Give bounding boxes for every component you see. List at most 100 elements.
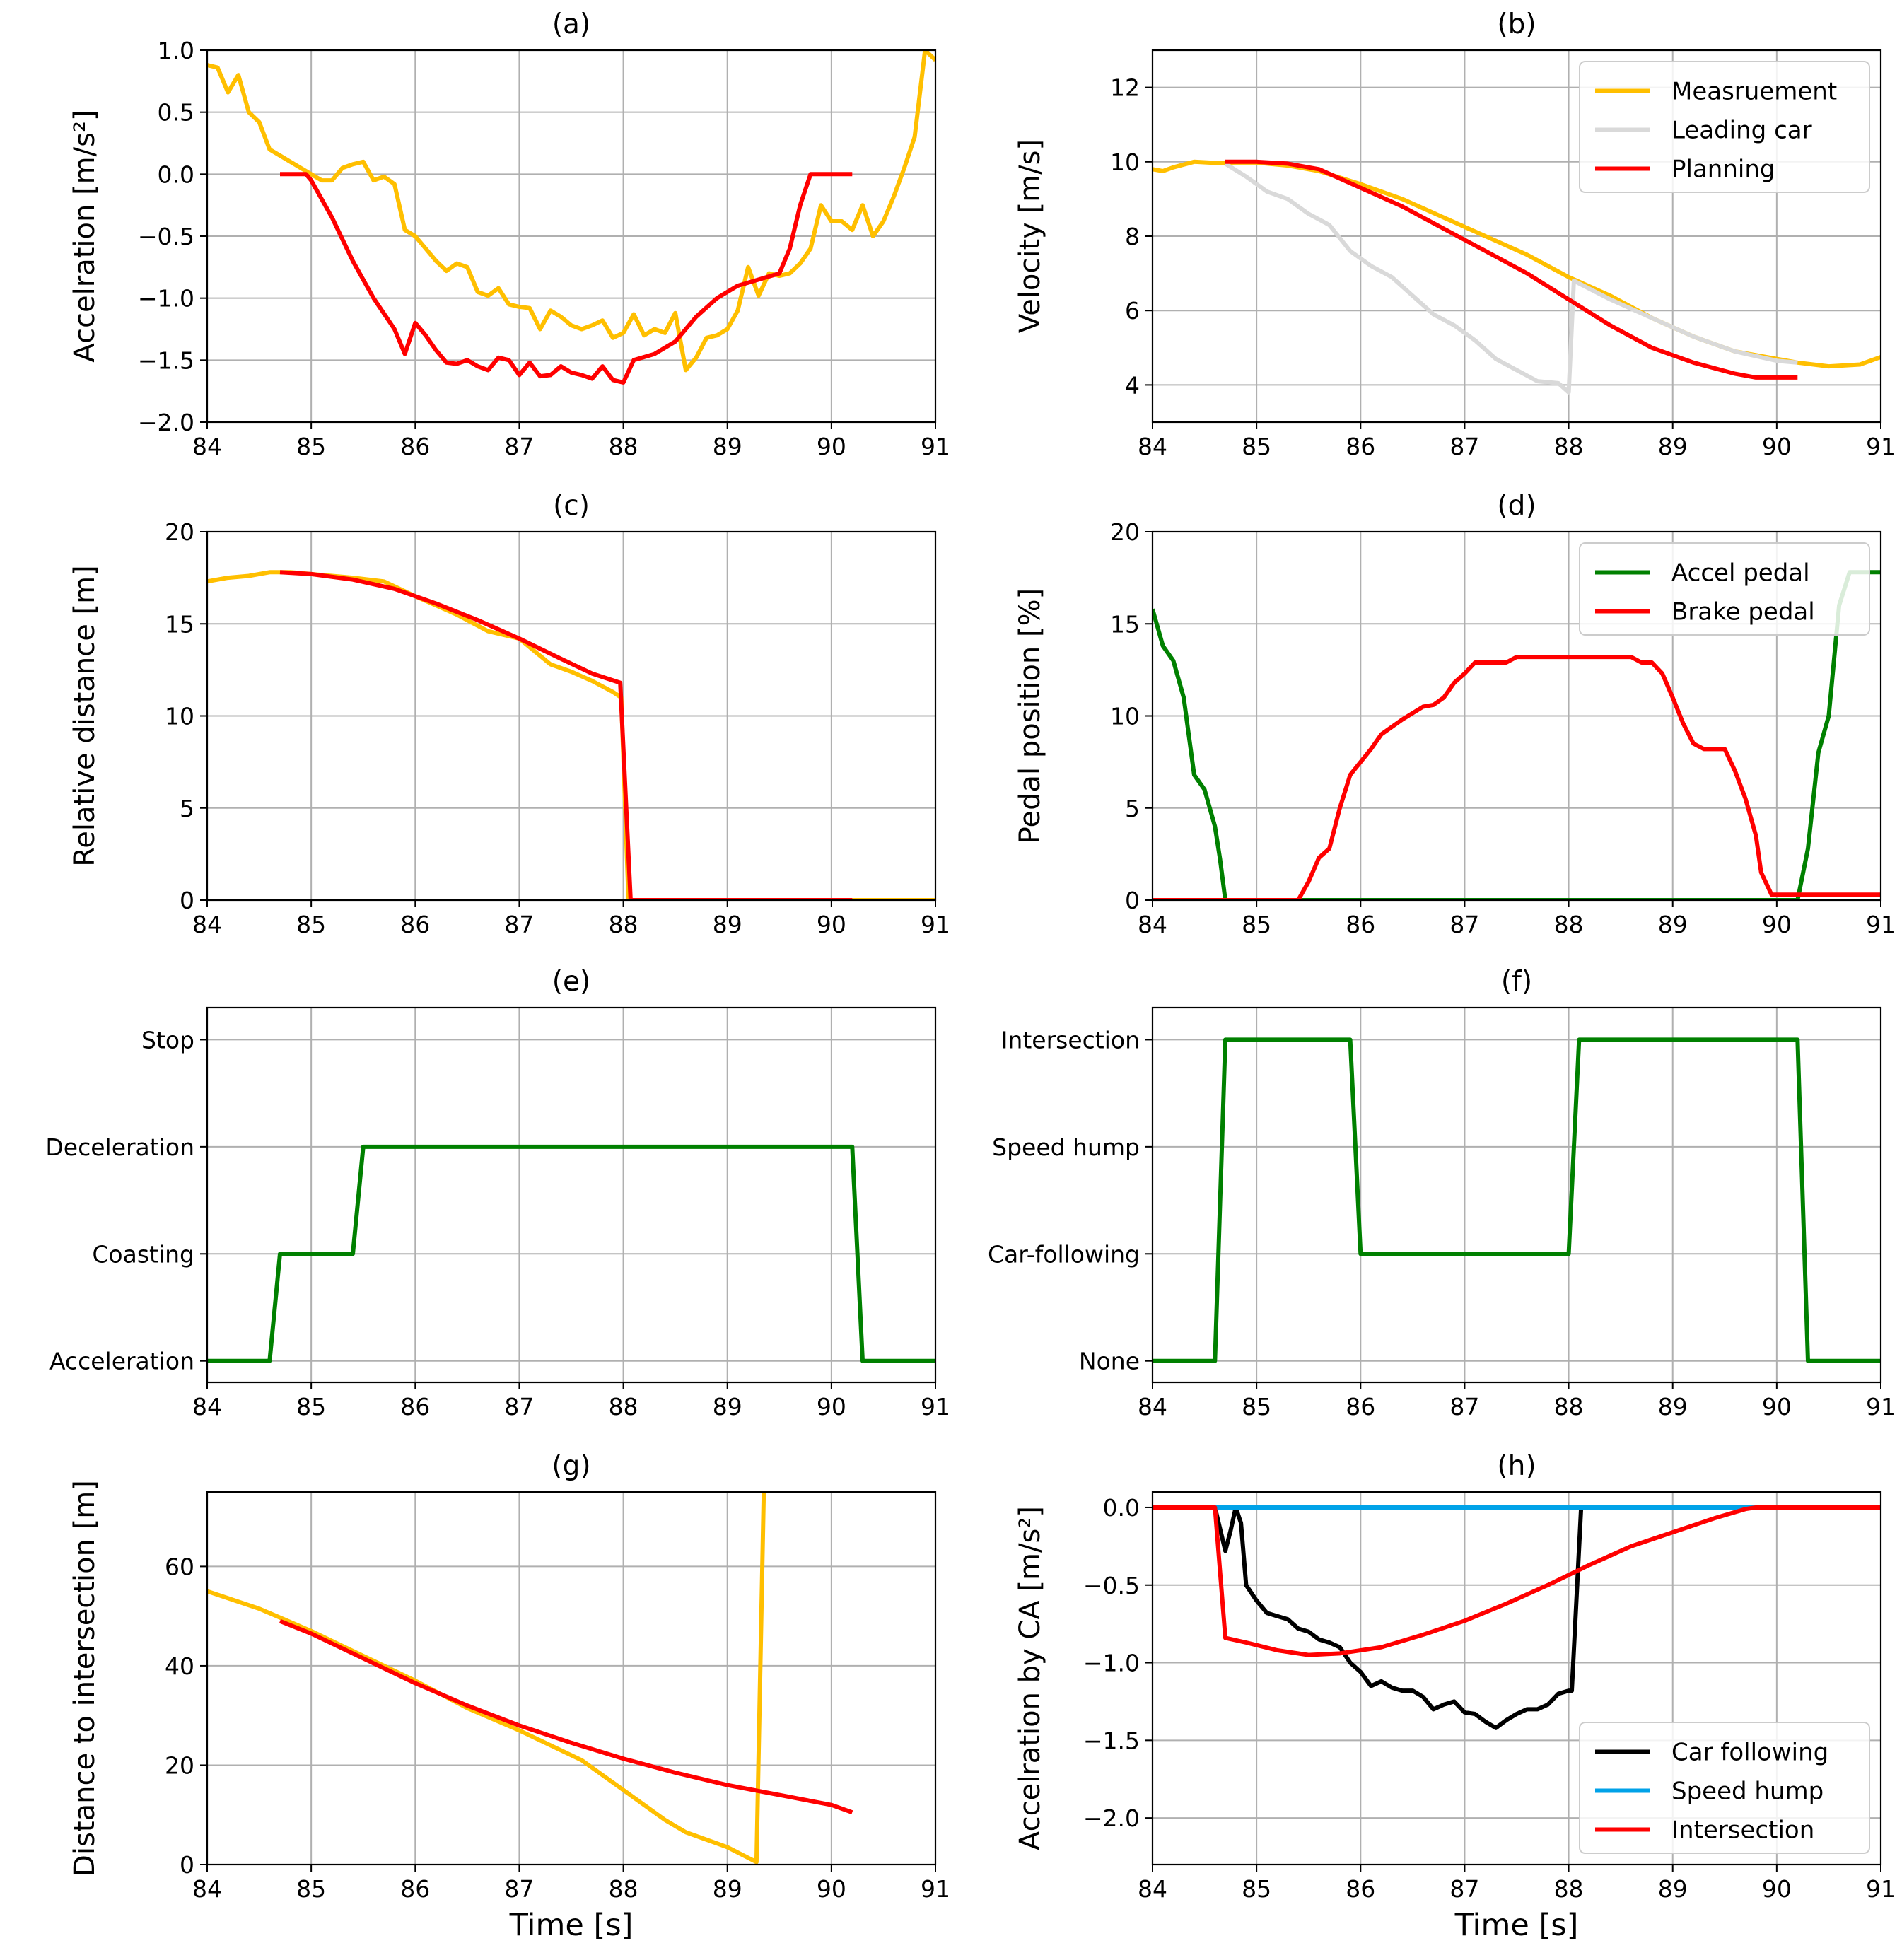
legend-label: Accel pedal [1671, 559, 1810, 588]
y-tick-label: −1.0 [1083, 1650, 1140, 1677]
x-tick-label: 88 [1554, 911, 1584, 938]
x-tick-label: 86 [400, 1393, 430, 1421]
y-axis-label: Velocity [m/s] [1014, 139, 1046, 333]
x-tick-label: 90 [1762, 1393, 1792, 1421]
panel-h: 84 85 86 87 88 89 90 91 −2.0 −1.5 −1.0 −0.5 0.0 (h) Ac… [1014, 1450, 1896, 1943]
y-tick-label: −0.5 [1083, 1572, 1140, 1599]
axes-frame [1151, 1006, 1882, 1384]
y-tick-label: Speed hump [992, 1133, 1140, 1161]
panel-e: 84 85 86 87 88 89 90 91 Acceleration Coasting Dece… [45, 966, 950, 1421]
panel-title: (h) [1497, 1450, 1536, 1482]
x-tick-label: 89 [1658, 1393, 1688, 1421]
panel-c: 84 85 86 87 88 89 90 91 0 5 10 15 20 (c) Relative dist… [69, 490, 950, 938]
x-tick-label: 91 [921, 433, 950, 460]
series-planning [1225, 159, 1798, 380]
legend-frame [1579, 542, 1870, 636]
x-tick-label: 90 [817, 1393, 846, 1421]
y-tick-label: −1.0 [138, 285, 194, 313]
y-tick-label: 20 [165, 1751, 194, 1779]
legend-label: Planning [1671, 156, 1775, 184]
x-tick-label: 88 [1554, 1393, 1584, 1421]
x-tick-label: 88 [1554, 433, 1584, 460]
legend: Car following Speed hump Intersection [1579, 1722, 1870, 1854]
series-brake-pedal [1153, 655, 1881, 900]
y-tick-label: −2.0 [1083, 1804, 1140, 1832]
axes-frame [206, 1006, 937, 1384]
y-axis-label: Accelration by CA [m/s²] [1014, 1506, 1046, 1850]
x-tick-label: 88 [609, 1875, 638, 1903]
grid [206, 1008, 936, 1382]
y-tick-label: 10 [165, 703, 194, 730]
y-tick-label: Intersection [1001, 1026, 1140, 1054]
x-tick-label: 91 [921, 1875, 950, 1903]
series-group [207, 570, 935, 900]
x-tick-label: 87 [504, 1393, 534, 1421]
x-tick-label: 84 [1138, 1393, 1167, 1421]
legend: Accel pedal Brake pedal [1579, 542, 1870, 636]
legend-label: Measruement [1671, 78, 1837, 106]
y-tick-label: −1.5 [1083, 1727, 1140, 1754]
x-tick-label: 85 [1242, 1875, 1271, 1903]
series-measruement [207, 1492, 766, 1865]
y-axis-label: Distance to intersection [m] [69, 1480, 101, 1877]
x-tick-label: 87 [1449, 1875, 1479, 1903]
x-tick-label: 90 [817, 433, 846, 460]
y-tick-label: 15 [1110, 610, 1140, 638]
x-tick-label: 86 [400, 911, 430, 938]
panel-b: 84 85 86 87 88 89 90 91 4 6 8 10 12 (b) Velocity [m/s]… [1014, 8, 1896, 460]
series-situation [1153, 1037, 1881, 1363]
panel-title: (a) [552, 8, 590, 40]
y-tick-label: 20 [165, 518, 194, 546]
x-tick-label: 88 [609, 1393, 638, 1421]
x-tick-label: 84 [1138, 1875, 1167, 1903]
grid [1152, 1008, 1881, 1382]
y-tick-label: Stop [141, 1026, 194, 1054]
y-tick-label: 0 [180, 1851, 194, 1879]
y-tick-label: 4 [1125, 371, 1140, 399]
x-tick-label: 89 [713, 1875, 742, 1903]
x-tick-label: 86 [1346, 911, 1375, 938]
x-tick-label: 90 [1762, 433, 1792, 460]
grid [206, 1492, 936, 1865]
y-tick-label: Coasting [92, 1240, 194, 1268]
panel-title: (g) [552, 1450, 590, 1482]
legend-label: Car following [1671, 1739, 1828, 1767]
y-tick-label: 10 [1110, 148, 1140, 176]
x-tick-label: 85 [1242, 433, 1271, 460]
x-tick-label: 86 [400, 1875, 430, 1903]
x-tick-label: 91 [921, 1393, 950, 1421]
series-accel-pedal [1153, 570, 1881, 900]
panel-d: 84 85 86 87 88 89 90 91 0 5 10 15 20 (d) Pedal positio… [1014, 490, 1896, 938]
x-tick-label: 89 [713, 1393, 742, 1421]
y-tick-label: 0 [1125, 887, 1140, 914]
series-planning [279, 570, 853, 900]
y-axis-label: Pedal position [%] [1014, 588, 1046, 844]
series-group [1153, 1037, 1881, 1363]
series-group [207, 1144, 935, 1363]
x-tick-label: 85 [296, 433, 326, 460]
axes-frame [206, 1491, 937, 1866]
x-tick-label: 91 [1866, 911, 1896, 938]
y-tick-label: 12 [1110, 74, 1140, 102]
x-tick-label: 87 [504, 1875, 534, 1903]
x-tick-label: 84 [192, 1393, 222, 1421]
y-tick-label: 0.0 [1103, 1494, 1140, 1522]
y-axis-label: Relative distance [m] [69, 565, 101, 866]
axes-frame [1151, 1491, 1882, 1866]
x-axis-label: Time [s] [1454, 1908, 1579, 1943]
y-axis-label: Accelration [m/s²] [69, 110, 101, 362]
x-tick-label: 87 [1449, 1393, 1479, 1421]
y-tick-label: 0.0 [158, 161, 194, 188]
legend-label: Speed hump [1671, 1778, 1824, 1806]
series-planning [279, 1618, 853, 1815]
panel-title: (c) [553, 490, 590, 522]
x-tick-label: 90 [1762, 911, 1792, 938]
y-tick-label: 15 [165, 610, 194, 638]
panel-title: (b) [1497, 8, 1536, 40]
x-tick-label: 85 [296, 1875, 326, 1903]
panel-title: (d) [1497, 490, 1536, 522]
x-tick-label: 90 [817, 911, 846, 938]
grid [206, 531, 936, 901]
series-group [207, 50, 935, 385]
